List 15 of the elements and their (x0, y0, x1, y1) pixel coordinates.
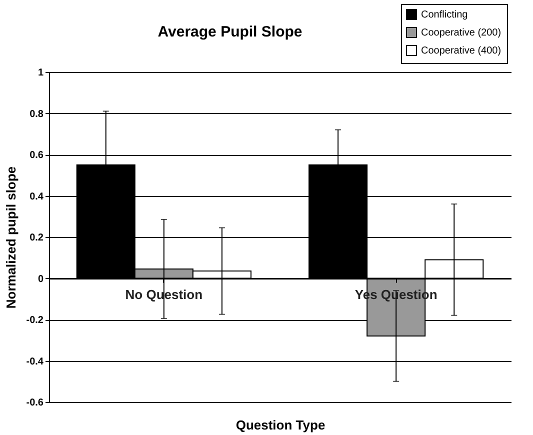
chart-title: Average Pupil Slope (158, 24, 302, 40)
y-tick-label: 1 (38, 68, 44, 78)
y-tick-label: 0 (38, 274, 44, 285)
y-tick-label: 0.4 (30, 191, 44, 202)
y-tick-label: -0.4 (26, 356, 44, 368)
y-axis-title: Normalized pupil slope (3, 166, 18, 309)
legend-label: Conflicting (421, 10, 468, 20)
y-tick-label: 0.6 (30, 150, 44, 161)
y-tick-label: 0.2 (30, 232, 44, 244)
y-tick-label: -0.2 (26, 315, 44, 326)
y-tick-label: -0.6 (26, 398, 44, 408)
x-axis-title: Question Type (236, 418, 326, 432)
legend-label: Cooperative (400) (421, 46, 502, 56)
y-tick-label: 0.8 (30, 108, 44, 120)
legend-label: Cooperative (200) (421, 28, 502, 38)
